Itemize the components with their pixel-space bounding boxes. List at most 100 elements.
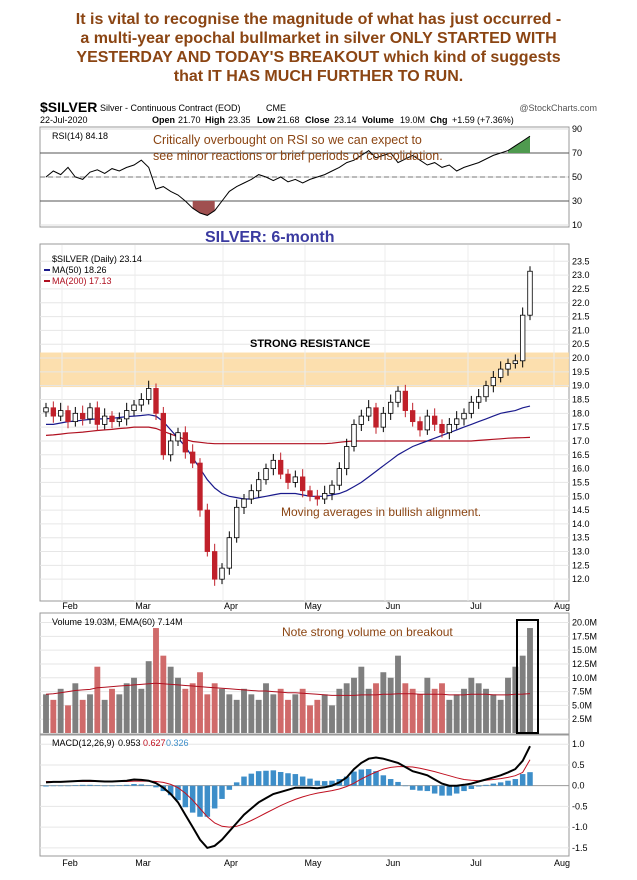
volume-bar: [116, 694, 123, 733]
price-candle: [299, 469, 306, 498]
macd-legend-macd: 0.953: [118, 738, 141, 748]
macd-hist-bar: [211, 785, 218, 809]
macd-tick-label: 0.5: [572, 760, 585, 770]
macd-legend-label: MACD(12,26,9): [52, 738, 115, 748]
month-label: Apr: [224, 858, 238, 868]
volume-bar: [241, 688, 247, 733]
volume-tick-label: 20.0M: [572, 618, 597, 628]
macd-hist-bar: [109, 785, 115, 787]
volume-ema-line: [45, 682, 531, 696]
price-candle: [483, 380, 489, 402]
price-tick-label: 19.0: [572, 381, 590, 391]
rsi-tick-labels: 90 70 50 30 10: [572, 124, 582, 230]
volume-bar: [255, 699, 262, 733]
rsi-panel: 90 70 50 30 10 RSI(14) 84.18 Critically over…: [39, 124, 582, 230]
volume-tick-label: 5.0M: [572, 700, 592, 710]
rsi-tick-label: 50: [572, 172, 582, 182]
macd-hist-bar: [431, 785, 438, 794]
macd-hist-bar: [387, 779, 394, 786]
low-label: Low: [257, 115, 276, 125]
volume-bar: [307, 705, 313, 733]
month-label: Jul: [470, 858, 482, 868]
price-candle: [94, 401, 101, 432]
volume-bar: [446, 699, 453, 733]
macd-hist-bar: [299, 776, 306, 786]
macd-hist-bar: [43, 785, 49, 787]
price-tick-label: 13.0: [572, 547, 590, 557]
volume-tick-label: 15.0M: [572, 645, 597, 655]
price-candle: [424, 409, 431, 435]
volume-bar: [468, 677, 475, 733]
price-tick-label: 23.0: [572, 270, 590, 280]
volume-bar: [336, 688, 343, 733]
volume-bars: [43, 628, 533, 733]
price-candle: [453, 411, 460, 430]
price-candle: [343, 438, 350, 476]
macd-hist-bar: [131, 784, 137, 786]
price-tick-label: 18.0: [572, 408, 590, 418]
volume-bar: [292, 694, 299, 733]
volume-bar: [373, 683, 379, 733]
price-candle: [402, 384, 409, 418]
macd-hist-bar: [241, 776, 247, 786]
volume-tick-label: 10.0M: [572, 673, 597, 683]
macd-legend-hist: 0.326: [166, 738, 189, 748]
macd-hist-bar: [453, 785, 460, 794]
macd-tick-label: -1.0: [572, 822, 588, 832]
volume-bar: [395, 655, 401, 733]
breakout-volume-highlight: [516, 619, 539, 734]
price-candles: [43, 266, 533, 586]
macd-hist-bar: [307, 778, 313, 786]
rsi-tick-label: 10: [572, 220, 582, 230]
macd-hist-bar: [123, 784, 130, 786]
price-candle: [101, 408, 108, 430]
volume-bar: [475, 683, 482, 733]
month-labels-top: Feb Mar Apr May Jun Jul Aug: [62, 601, 570, 611]
price-candle: [512, 354, 519, 369]
volume-bar: [424, 677, 431, 733]
macd-hist-bar: [277, 771, 284, 786]
open-value: 21.70: [178, 115, 201, 125]
price-candle: [277, 452, 284, 480]
price-legend-ma50: MA(50) 18.26: [52, 265, 107, 275]
volume-bar: [409, 688, 416, 733]
macd-hist-bar: [65, 785, 71, 787]
month-label: Feb: [62, 601, 78, 611]
price-candle: [497, 361, 504, 383]
chg-value: +1.59: [452, 115, 475, 125]
price-candle: [123, 402, 130, 426]
volume-bar: [277, 688, 284, 733]
resistance-label: STRONG RESISTANCE: [250, 338, 370, 350]
macd-hist-bar: [358, 769, 365, 786]
price-title: SILVER: 6-month: [205, 229, 334, 246]
volume-tick-label: 17.5M: [572, 631, 597, 641]
price-candle: [351, 419, 357, 452]
volume-bar: [299, 688, 306, 733]
headline: It is vital to recognise the magnitude o…: [0, 10, 637, 86]
volume-bar: [219, 688, 225, 733]
price-candle: [321, 485, 328, 504]
price-candle: [182, 426, 189, 459]
price-candle: [79, 405, 86, 426]
bullish-alignment-note: Moving averages in bullish alignment.: [281, 505, 481, 519]
price-candle: [153, 383, 159, 420]
price-candle: [211, 543, 218, 586]
price-candle: [475, 389, 482, 409]
price-candle: [380, 406, 387, 433]
price-candle: [72, 406, 79, 427]
price-tick-label: 16.0: [572, 464, 590, 474]
month-label: Jul: [470, 601, 482, 611]
macd-hist-bar: [292, 774, 299, 786]
rsi-grid: [40, 128, 569, 226]
price-candle: [439, 419, 445, 438]
macd-hist-bar: [153, 785, 159, 788]
chg-pct-value: (+7.36%): [477, 115, 514, 125]
price-tick-label: 20.5: [572, 339, 590, 349]
price-candle: [233, 499, 240, 543]
macd-hist-bar: [72, 785, 79, 786]
price-candle: [468, 395, 475, 419]
macd-hist-bar: [483, 784, 489, 786]
macd-hist-bar: [87, 784, 93, 786]
price-candle: [189, 444, 196, 469]
volume-bar: [138, 688, 145, 733]
